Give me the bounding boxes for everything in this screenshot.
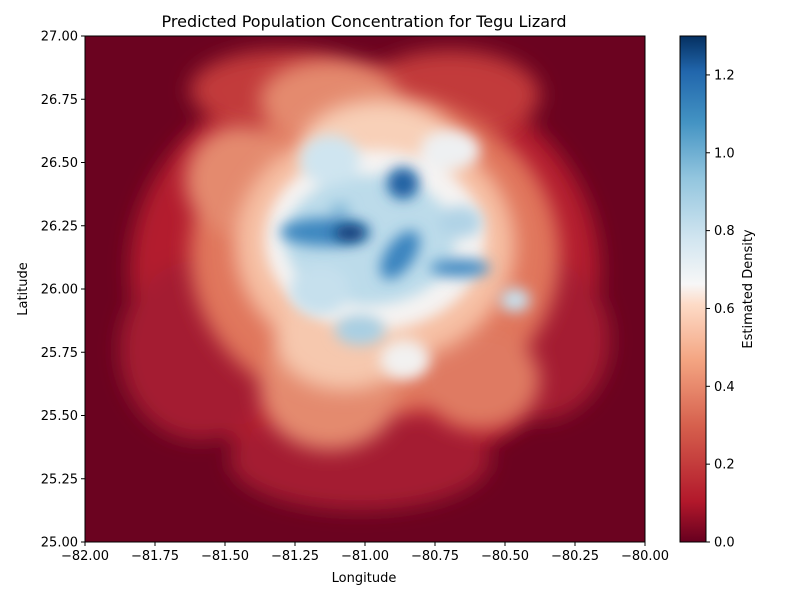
density-blob xyxy=(330,204,350,216)
x-tick-label: −81.50 xyxy=(201,549,249,564)
colorbar-tick-label: 0.4 xyxy=(714,380,735,395)
density-blob xyxy=(420,330,540,430)
y-tick-label: 25.75 xyxy=(41,346,78,361)
heatmap-core-layer xyxy=(334,176,411,241)
x-axis-label: Longitude xyxy=(332,571,397,586)
density-blob xyxy=(430,259,490,277)
chart-title: Predicted Population Concentration for T… xyxy=(162,12,567,31)
y-axis-label: Latitude xyxy=(16,262,31,316)
colorbar-tick-label: 0.6 xyxy=(714,302,735,317)
density-blob xyxy=(395,176,411,192)
heatmap-lightblue-layer xyxy=(285,135,530,345)
x-tick-label: −82.00 xyxy=(61,549,109,564)
density-blob xyxy=(380,340,430,380)
colorbar-tick-label: 1.0 xyxy=(714,146,735,161)
colorbar-tick-label: 1.2 xyxy=(714,68,735,83)
density-blob xyxy=(500,288,530,312)
x-tick-label: −81.00 xyxy=(341,549,389,564)
colorbar-tick-label: 0.8 xyxy=(714,224,735,239)
y-tick-label: 26.75 xyxy=(41,93,78,108)
x-tick-label: −80.50 xyxy=(481,549,529,564)
x-tick-label: −81.75 xyxy=(131,549,179,564)
y-tick-label: 26.00 xyxy=(41,283,78,298)
density-blob xyxy=(290,265,350,315)
colorbar xyxy=(679,35,707,543)
heatmap-area xyxy=(85,36,645,542)
density-blob xyxy=(335,315,385,345)
colorbar-label: Estimated Density xyxy=(741,229,756,349)
y-tick-label: 26.25 xyxy=(41,219,78,234)
y-tick-label: 25.50 xyxy=(41,409,78,424)
x-tick-label: −80.75 xyxy=(411,549,459,564)
x-tick-label: −80.00 xyxy=(621,549,669,564)
x-axis: −82.00 −81.75 −81.50 −81.25 −81.00 −80.75 −80.… xyxy=(61,542,669,564)
x-tick-label: −80.25 xyxy=(551,549,599,564)
y-axis: 25.00 25.25 25.50 25.75 26.00 26.25 26.50 26.75… xyxy=(41,30,85,551)
y-tick-label: 25.00 xyxy=(41,536,78,551)
colorbar-tick-label: 0.0 xyxy=(714,536,735,551)
y-tick-label: 26.50 xyxy=(41,156,78,171)
density-blob xyxy=(438,206,482,238)
density-blob xyxy=(334,225,366,241)
x-tick-label: −81.25 xyxy=(271,549,319,564)
density-blob xyxy=(380,230,420,280)
colorbar-tick-label: 0.2 xyxy=(714,458,735,473)
density-blob xyxy=(420,130,480,170)
density-blob xyxy=(300,135,360,185)
y-tick-label: 25.25 xyxy=(41,472,78,487)
colorbar-axis: 0.0 0.2 0.4 0.6 0.8 1.0 1.2 xyxy=(706,68,735,551)
y-tick-label: 27.00 xyxy=(41,30,78,45)
